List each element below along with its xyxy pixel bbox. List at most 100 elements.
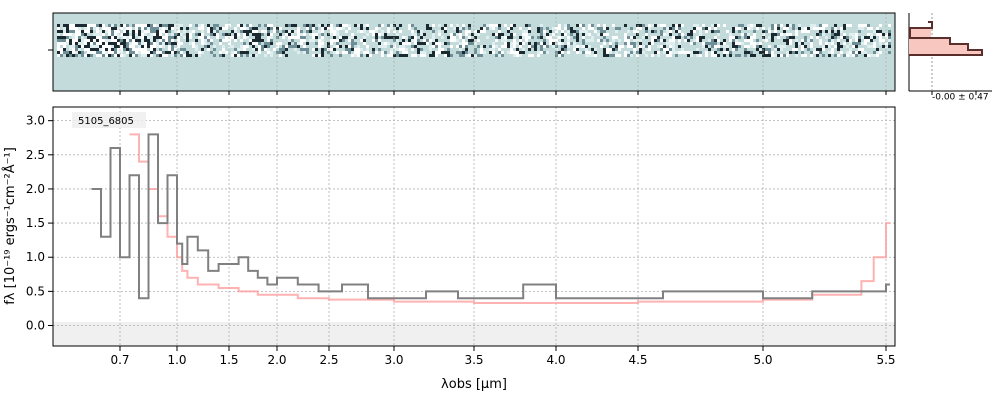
spectrum-2d-pixel xyxy=(678,51,681,54)
spectrum-2d-pixel xyxy=(264,24,267,27)
spectrum-2d-pixel xyxy=(309,27,312,30)
spectrum-2d-pixel xyxy=(81,24,84,27)
spectrum-2d-pixel xyxy=(843,24,846,27)
spectrum-2d-pixel xyxy=(432,36,435,39)
spectrum-2d-pixel xyxy=(867,54,870,57)
spectrum-2d-pixel xyxy=(87,42,90,45)
spectrum-2d-pixel xyxy=(717,39,720,42)
spectrum-2d-pixel xyxy=(558,24,561,27)
spectrum-2d-pixel xyxy=(411,36,414,39)
spectrum-2d-pixel xyxy=(582,45,585,48)
spectrum-2d-pixel xyxy=(666,33,669,36)
spectrum-2d-pixel xyxy=(141,30,144,33)
spectrum-2d-pixel xyxy=(885,45,888,48)
spectrum-2d-pixel xyxy=(273,27,276,30)
spectrum-2d-pixel xyxy=(132,33,135,36)
spectrum-2d-pixel xyxy=(564,45,567,48)
spectrum-2d-pixel xyxy=(477,33,480,36)
spectrum-2d-pixel xyxy=(708,48,711,51)
spectrum-2d-pixel xyxy=(177,51,180,54)
spectrum-2d-pixel xyxy=(234,54,237,57)
spectrum-2d-pixel xyxy=(132,39,135,42)
spectrum-2d-pixel xyxy=(162,36,165,39)
spectrum-2d-pixel xyxy=(711,51,714,54)
spectrum-2d-pixel xyxy=(222,45,225,48)
y-tick-label: 1.0 xyxy=(26,250,45,264)
spectrum-2d-pixel xyxy=(375,36,378,39)
spectrum-2d-pixel xyxy=(747,36,750,39)
spectrum-2d-pixel xyxy=(468,42,471,45)
spectrum-2d-pixel xyxy=(654,51,657,54)
spectrum-2d-pixel xyxy=(222,48,225,51)
spectrum-2d-pixel xyxy=(492,24,495,27)
spectrum-2d-pixel xyxy=(609,51,612,54)
spectrum-2d-pixel xyxy=(471,33,474,36)
spectrum-2d-pixel xyxy=(162,24,165,27)
spectrum-2d-pixel xyxy=(159,33,162,36)
spectrum-2d-pixel xyxy=(348,51,351,54)
spectrum-2d-pixel xyxy=(303,51,306,54)
spectrum-2d-pixel xyxy=(630,54,633,57)
spectrum-2d-pixel xyxy=(204,39,207,42)
spectrum-2d-pixel xyxy=(105,42,108,45)
spectrum-2d-pixel xyxy=(810,39,813,42)
spectrum-2d-pixel xyxy=(753,54,756,57)
spectrum-2d-pixel xyxy=(108,51,111,54)
spectrum-2d-pixel xyxy=(159,36,162,39)
spectrum-2d-pixel xyxy=(90,39,93,42)
spectrum-2d-pixel xyxy=(99,42,102,45)
spectrum-2d-pixel xyxy=(663,48,666,51)
spectrum-2d-pixel xyxy=(738,54,741,57)
spectrum-2d-pixel xyxy=(381,33,384,36)
spectrum-2d-pixel xyxy=(303,39,306,42)
spectrum-2d-pixel xyxy=(747,45,750,48)
spectrum-1d-frame xyxy=(52,106,896,347)
spectrum-2d-pixel xyxy=(381,30,384,33)
spectrum-2d-pixel xyxy=(105,39,108,42)
spectrum-2d-pixel xyxy=(168,27,171,30)
spectrum-2d-pixel xyxy=(555,27,558,30)
spectrum-2d-pixel xyxy=(717,54,720,57)
spectrum-2d-pixel xyxy=(477,54,480,57)
spectrum-2d-pixel xyxy=(723,51,726,54)
y-tick-label: 0.0 xyxy=(26,319,45,333)
spectrum-2d-pixel xyxy=(387,24,390,27)
spectrum-2d-pixel xyxy=(255,42,258,45)
spectrum-2d-pixel xyxy=(888,30,891,33)
spectrum-2d-pixel xyxy=(306,51,309,54)
spectrum-2d-pixel xyxy=(420,33,423,36)
spectrum-2d-pixel xyxy=(441,42,444,45)
x-tick-label: 4.0 xyxy=(546,353,565,367)
spectrum-2d-pixel xyxy=(501,54,504,57)
spectrum-2d-pixel xyxy=(381,45,384,48)
spectrum-2d-pixel xyxy=(57,51,60,54)
spectrum-2d-pixel xyxy=(135,24,138,27)
spectrum-2d-pixel xyxy=(312,36,315,39)
spectrum-2d-pixel xyxy=(96,39,99,42)
spectrum-2d-pixel xyxy=(60,48,63,51)
spectrum-2d-pixel xyxy=(612,24,615,27)
spectrum-2d-pixel xyxy=(855,45,858,48)
spectrum-2d-pixel xyxy=(102,24,105,27)
spectrum-2d-pixel xyxy=(354,36,357,39)
spectrum-2d-pixel xyxy=(90,42,93,45)
spectrum-2d-pixel xyxy=(351,45,354,48)
spectrum-2d-pixel xyxy=(528,42,531,45)
spectrum-2d-pixel xyxy=(378,27,381,30)
spectrum-2d-pixel xyxy=(789,24,792,27)
spectrum-2d-pixel xyxy=(399,48,402,51)
spectrum-2d-pixel xyxy=(333,48,336,51)
spectrum-2d-pixel xyxy=(198,27,201,30)
spectrum-2d-pixel xyxy=(825,42,828,45)
spectrum-2d-pixel xyxy=(603,48,606,51)
spectrum-2d-pixel xyxy=(366,27,369,30)
spectrum-2d-pixel xyxy=(432,42,435,45)
spectrum-2d-pixel xyxy=(174,30,177,33)
spectrum-2d-pixel xyxy=(132,30,135,33)
spectrum-2d-pixel xyxy=(723,42,726,45)
spectrum-2d-pixel xyxy=(627,36,630,39)
spectrum-2d-pixel xyxy=(138,51,141,54)
spectrum-2d-pixel xyxy=(774,27,777,30)
spectrum-2d-pixel xyxy=(276,30,279,33)
spectrum-2d-pixel xyxy=(492,27,495,30)
